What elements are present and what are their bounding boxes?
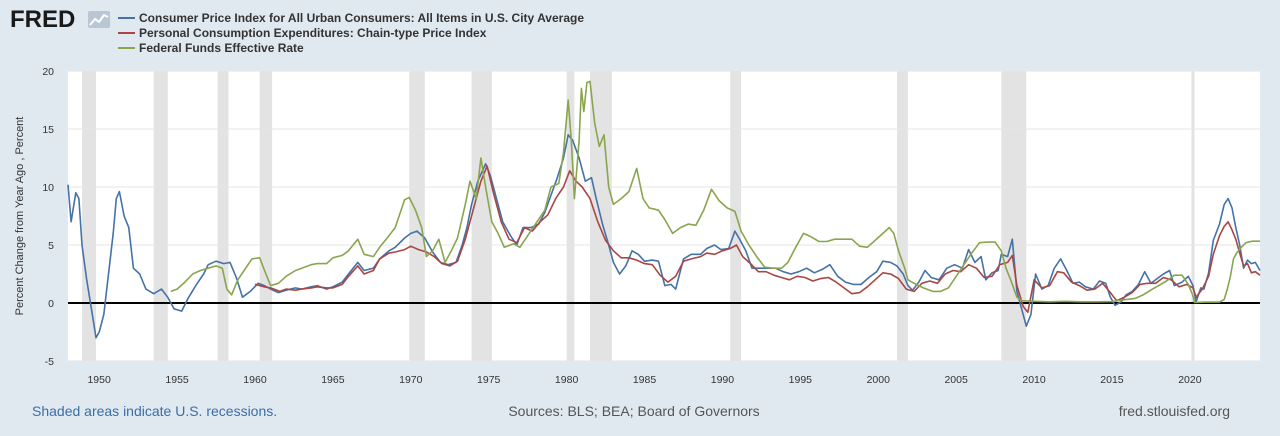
chart-line-icon xyxy=(88,11,110,28)
y-tick-label: 20 xyxy=(42,66,54,78)
x-tick-label: 2015 xyxy=(1100,374,1124,386)
sources-text: Sources: BLS; BEA; Board of Governors xyxy=(508,403,759,419)
legend-label-pce: Personal Consumption Expenditures: Chain… xyxy=(139,26,487,40)
cpi-series-line[interactable] xyxy=(67,134,1261,339)
recession-note: Shaded areas indicate U.S. recessions. xyxy=(32,403,277,419)
y-axis-ticks: 20 15 10 5 0 -5 xyxy=(42,66,54,368)
series-lines xyxy=(67,80,1261,339)
x-tick-label: 2010 xyxy=(1022,374,1046,386)
recession-band xyxy=(896,71,908,361)
plot-area[interactable] xyxy=(68,71,1260,361)
x-tick-label: 1990 xyxy=(711,374,735,386)
y-tick-label: 0 xyxy=(48,298,54,310)
recession-band xyxy=(1001,71,1027,361)
recession-band xyxy=(217,71,229,361)
x-tick-label: 1965 xyxy=(321,374,345,386)
y-tick-label: 10 xyxy=(42,182,54,194)
x-axis-ticks: 1950 1955 1960 1965 1970 1975 1980 1985 1990 1995… xyxy=(87,374,1201,386)
x-tick-label: 1960 xyxy=(243,374,267,386)
y-tick-label: 15 xyxy=(42,124,54,136)
site-link[interactable]: fred.stlouisfed.org xyxy=(1119,403,1230,419)
y-axis-label: Percent Change from Year Ago , Percent xyxy=(14,117,26,316)
gridlines xyxy=(68,70,1260,362)
recession-band xyxy=(82,71,97,361)
pce-series-line[interactable] xyxy=(254,165,1261,314)
recession-band xyxy=(1191,71,1195,361)
recession-band xyxy=(471,71,492,361)
x-tick-label: 1980 xyxy=(555,374,579,386)
fred-logo[interactable]: FRED xyxy=(10,6,110,33)
recession-band xyxy=(566,71,575,361)
x-tick-label: 1975 xyxy=(477,374,501,386)
x-tick-label: 1950 xyxy=(87,374,111,386)
y-tick-label: -5 xyxy=(45,356,54,368)
x-tick-label: 1985 xyxy=(633,374,657,386)
x-tick-label: 1955 xyxy=(165,374,189,386)
recession-band xyxy=(153,71,168,361)
fedfunds-series-line[interactable] xyxy=(170,80,1260,304)
legend-label-fedfunds: Federal Funds Effective Rate xyxy=(139,41,304,55)
legend: Consumer Price Index for All Urban Consu… xyxy=(118,11,584,55)
x-tick-label: 2020 xyxy=(1178,374,1202,386)
x-tick-label: 1970 xyxy=(399,374,423,386)
y-tick-label: 5 xyxy=(48,240,54,252)
recession-band xyxy=(259,71,273,361)
x-tick-label: 2000 xyxy=(867,374,891,386)
x-tick-label: 2005 xyxy=(944,374,968,386)
x-tick-label: 1995 xyxy=(789,374,813,386)
legend-label-cpi: Consumer Price Index for All Urban Consu… xyxy=(139,11,584,25)
fred-logo-text: FRED xyxy=(10,6,75,33)
